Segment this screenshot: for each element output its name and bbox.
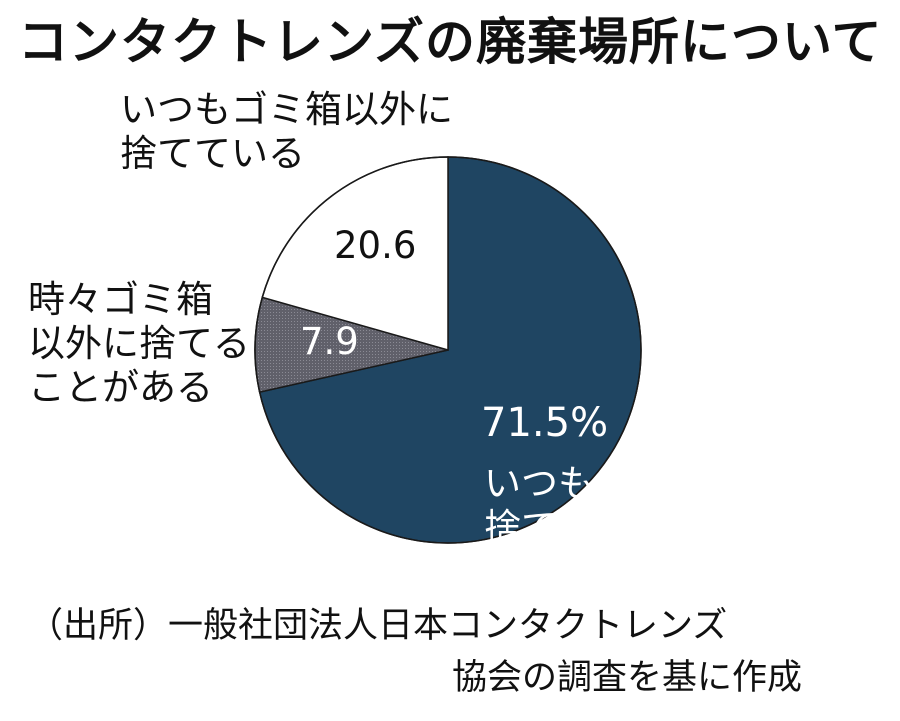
label-always-other-line2: 捨てている [120,132,305,175]
label-always-trash-line1: いつもゴミ箱に [484,462,743,505]
label-always-other-line1: いつもゴミ箱以外に [120,88,453,131]
pie-outline [254,156,642,544]
value-label-always-trash: 71.5% [481,400,609,446]
label-sometimes-other-line1: 時々ゴミ箱 [28,278,213,321]
source-note-line1: （出所）一般社団法人日本コンタクトレンズ [28,606,728,646]
value-label-always-other: 20.6 [334,224,417,267]
value-label-sometimes-other: 7.9 [300,320,359,363]
chart-title: コンタクトレンズの廃棄場所について [18,13,883,71]
label-always-trash-line2: 捨てている [484,506,669,549]
source-note-line2: 協会の調査を基に作成 [452,658,803,698]
label-always-trash: いつもゴミ箱に 捨てている [484,462,743,550]
label-sometimes-other-line2: 以外に捨てる [28,322,250,365]
label-sometimes-other-line3: ことがある [28,366,213,409]
label-sometimes-other: 時々ゴミ箱 以外に捨てる ことがある [28,278,250,410]
label-always-other: いつもゴミ箱以外に 捨てている [120,88,453,176]
